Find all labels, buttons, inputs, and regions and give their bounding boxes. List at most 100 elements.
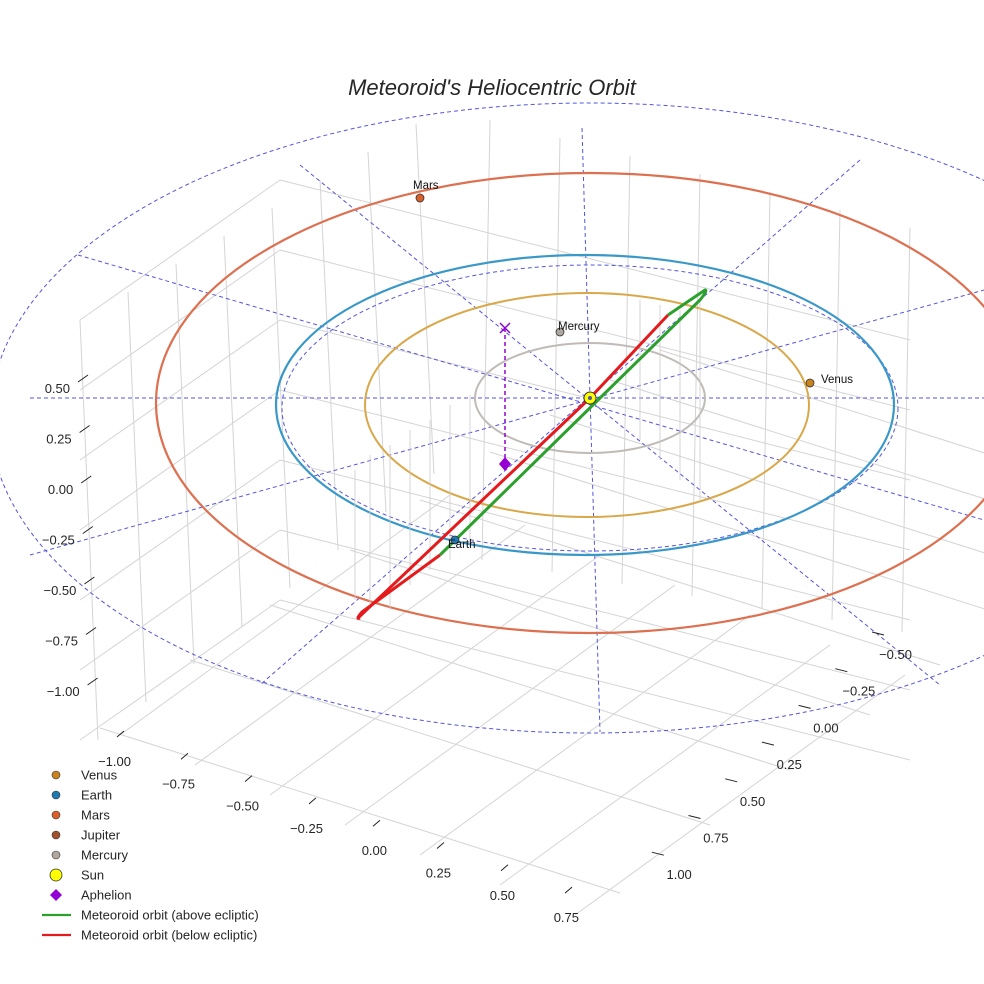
earth-label: Earth — [448, 539, 476, 551]
mars-label: Mars — [413, 180, 439, 192]
x-tick-label: −0.75 — [162, 776, 195, 791]
legend-item: Earth — [51, 788, 112, 803]
grid-line — [79, 249, 281, 391]
ecliptic-axis — [581, 127, 601, 733]
grid-line — [279, 529, 911, 691]
x-tick-label: 0.50 — [490, 888, 515, 903]
ecliptic-reference — [0, 102, 984, 734]
grid-line — [119, 494, 451, 736]
z-tick-mark — [77, 374, 89, 383]
venus-marker — [805, 378, 815, 388]
legend-label: Earth — [81, 788, 112, 803]
grid-line — [269, 554, 601, 796]
y-tick-label: −0.50 — [879, 647, 912, 662]
y-tick-label: 0.50 — [740, 794, 765, 809]
z-tick-label: 0.50 — [45, 381, 70, 396]
x-tick-label: 0.25 — [426, 866, 451, 881]
grid-line — [279, 179, 911, 341]
meteoroid-orbit — [356, 288, 708, 620]
legend-item: Mercury — [51, 848, 128, 863]
ecliptic-earth-ring — [281, 264, 899, 552]
grid-line — [415, 123, 435, 475]
venus-label: Venus — [821, 374, 853, 386]
y-tick-label: 0.75 — [703, 831, 728, 846]
legend-label: Meteoroid orbit (below ecliptic) — [81, 928, 257, 943]
z-tick-mark — [84, 576, 95, 585]
ecliptic-axis — [77, 254, 984, 521]
planet-orbits — [155, 171, 984, 635]
above-ecliptic-segment — [596, 288, 708, 402]
legend-label: Mercury — [81, 848, 128, 863]
legend-label: Sun — [81, 868, 104, 883]
x-tick-mark — [116, 730, 125, 738]
x-tick-mark — [500, 864, 509, 872]
grid-line — [223, 235, 243, 627]
z-tick-label: 0.25 — [46, 432, 71, 447]
z-tick-mark — [82, 526, 94, 534]
sun-core — [588, 396, 592, 400]
z-tick-label: −0.75 — [45, 634, 78, 649]
legend-marker-icon — [51, 770, 61, 780]
grid-line — [194, 524, 526, 766]
grid-line — [367, 151, 387, 513]
z-tick-label: −1.00 — [47, 684, 80, 699]
earth-orbit — [274, 253, 896, 557]
y-tick-mark — [761, 741, 775, 746]
z-tick-mark — [80, 475, 92, 484]
below-ecliptic-segment — [588, 313, 670, 400]
chart-title: Meteoroid's Heliocentric Orbit — [348, 75, 637, 100]
grid-line — [79, 179, 281, 321]
x-tick-label: 0.00 — [362, 843, 387, 858]
z-tick-label: −0.50 — [43, 583, 76, 598]
mercury-marker — [555, 327, 565, 337]
legend-item: Jupiter — [51, 828, 121, 843]
grid-line — [691, 173, 701, 597]
mars-marker — [415, 193, 425, 203]
venus-orbit — [364, 292, 810, 518]
y-tick-label: 0.25 — [777, 757, 802, 772]
grid-line — [79, 599, 281, 741]
grid-line — [549, 414, 984, 554]
y-tick-mark — [798, 704, 811, 709]
grid-panes — [79, 119, 984, 916]
grid-line — [551, 137, 561, 573]
grid-line — [79, 319, 99, 741]
grid-line — [831, 209, 841, 621]
grid-line — [574, 674, 906, 916]
aphelion-projection-x — [499, 322, 511, 334]
y-tick-mark — [835, 668, 848, 673]
z-tick-mark — [85, 627, 97, 635]
y-tick-label: 0.00 — [813, 720, 838, 735]
grid-line — [79, 529, 281, 671]
z-tick-label: −0.25 — [42, 533, 75, 548]
legend-marker-icon — [51, 790, 61, 800]
ecliptic-axis — [259, 159, 861, 686]
grid-line — [481, 119, 491, 561]
below-ecliptic-segment — [356, 553, 441, 620]
earth-marker — [450, 535, 460, 545]
y-tick-label: 1.00 — [666, 867, 691, 882]
markers: Mars Mercury Venus Earth — [413, 180, 853, 551]
x-tick-mark — [372, 819, 381, 827]
legend-label: Jupiter — [81, 828, 121, 843]
mercury-orbit — [474, 342, 706, 454]
ecliptic-outer-ring — [0, 102, 984, 734]
y-tick-label: −0.25 — [842, 684, 875, 699]
grid-line — [279, 389, 911, 551]
legend-sun-icon — [49, 868, 63, 882]
legend-item: Aphelion — [50, 888, 132, 903]
grid-line — [761, 191, 771, 609]
mars-orbit — [155, 171, 984, 635]
axis-ticks: 0.50 0.25 0.00 −0.25 −0.50 −0.75 −1.00 −1.00 −0.… — [42, 374, 912, 925]
x-tick-mark — [436, 842, 445, 849]
grid-line — [189, 659, 711, 826]
legend-marker-icon — [51, 830, 61, 840]
legend-item: Meteoroid orbit (below ecliptic) — [42, 928, 257, 943]
grid-line — [279, 599, 911, 761]
z-tick-label: 0.00 — [48, 482, 73, 497]
legend-marker-icon — [51, 850, 61, 860]
legend-label: Aphelion — [81, 888, 132, 903]
grid-line — [79, 319, 281, 461]
grid-line — [79, 459, 281, 601]
x-tick-mark — [564, 886, 573, 894]
